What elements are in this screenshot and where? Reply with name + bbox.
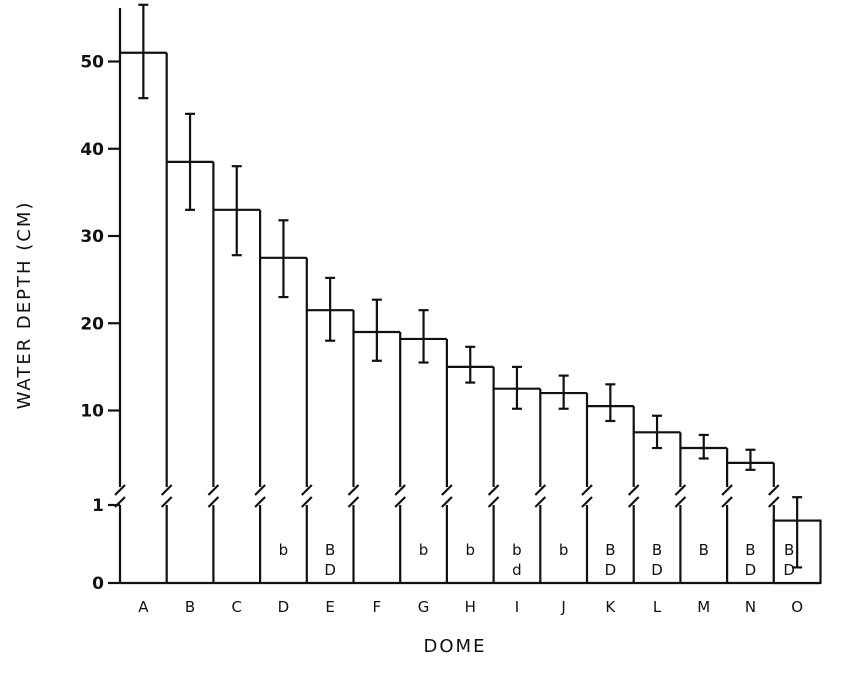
axis-break-mark: [721, 484, 733, 496]
axis-break-mark: [768, 484, 780, 496]
x-axis-title: DOME: [424, 636, 487, 657]
axis-break-mark: [347, 496, 360, 508]
axes: [108, 8, 821, 585]
axis-break-mark: [581, 484, 593, 496]
bar-annotation: D: [324, 561, 336, 579]
bar-annotation: B: [652, 541, 662, 559]
x-tick-label: E: [325, 598, 334, 616]
axis-break-mark: [207, 496, 220, 508]
labels: 10 20 30 40 50 0 1 A B C D E F G H I J K L M N O: [80, 53, 803, 617]
y-tick-label: 0: [92, 574, 104, 594]
y-tick-label: 20: [80, 314, 104, 334]
x-tick-label: J: [560, 598, 565, 616]
axis-break-mark: [487, 484, 500, 496]
axis-break-mark: [394, 496, 406, 508]
bar-annotation: D: [605, 561, 617, 579]
x-tick-label: C: [232, 598, 242, 616]
axis-break-mark: [254, 496, 266, 508]
x-tick-label: H: [465, 598, 476, 616]
axis-break-mark: [581, 496, 593, 508]
axis-break-mark: [441, 496, 453, 508]
axis-break-mark: [254, 484, 266, 496]
bar-annotation: b: [279, 541, 289, 559]
y-axis-title: WATER DEPTH (CM): [14, 201, 35, 410]
x-tick-label: M: [697, 598, 710, 616]
axis-break-mark: [627, 484, 640, 496]
x-tick-label: D: [278, 598, 290, 616]
bar-annotation: b: [465, 541, 475, 559]
bar-annotation: D: [745, 561, 757, 579]
x-tick-label: I: [515, 598, 519, 616]
y-tick-label: 30: [80, 227, 104, 247]
bar-annotation: b: [559, 541, 569, 559]
axis-break-mark: [160, 496, 173, 508]
y-tick-label: 10: [80, 402, 104, 422]
bar-annotation: B: [745, 541, 755, 559]
x-tick-label: K: [605, 598, 616, 616]
bar-annotation: B: [784, 541, 794, 559]
axis-break-mark: [301, 496, 313, 508]
axis-break-mark: [674, 496, 687, 508]
axis-break-mark: [114, 496, 126, 508]
bar-annotation: b: [512, 541, 522, 559]
axis-break-mark: [394, 484, 406, 496]
axis-break-mark: [674, 484, 687, 496]
axis-break-mark: [160, 484, 173, 496]
axis-break-mark: [441, 484, 453, 496]
axis-break-mark: [207, 484, 220, 496]
bar-annotation: b: [419, 541, 429, 559]
x-tick-label: N: [745, 598, 756, 616]
x-tick-label: L: [653, 598, 662, 616]
y-tick-label: 1: [92, 496, 104, 516]
axis-break-mark: [487, 496, 500, 508]
bars: [120, 51, 822, 585]
axis-break-mark: [347, 484, 360, 496]
y-tick-label: 50: [80, 53, 104, 73]
bar-annotation: d: [512, 561, 522, 579]
y-tick-label: 40: [80, 140, 104, 160]
bar-annotation: B: [699, 541, 709, 559]
axis-break-mark: [534, 496, 547, 508]
bar-annotation: D: [651, 561, 663, 579]
x-tick-label: F: [373, 598, 382, 616]
axis-break-mark: [768, 496, 780, 508]
axis-break-mark: [114, 484, 126, 496]
axis-break-mark: [627, 496, 640, 508]
axis-break-mark: [721, 496, 733, 508]
error-bars: [138, 3, 803, 569]
x-tick-label: A: [138, 598, 149, 616]
axis-break-mark: [301, 484, 313, 496]
x-tick-label: O: [791, 598, 803, 616]
axis-break-mark: [534, 484, 547, 496]
bar-annotation: B: [605, 541, 615, 559]
bar-annotation: B: [325, 541, 335, 559]
x-tick-label: B: [185, 598, 195, 616]
x-tick-label: G: [418, 598, 430, 616]
bar-annotation: D: [783, 561, 795, 579]
